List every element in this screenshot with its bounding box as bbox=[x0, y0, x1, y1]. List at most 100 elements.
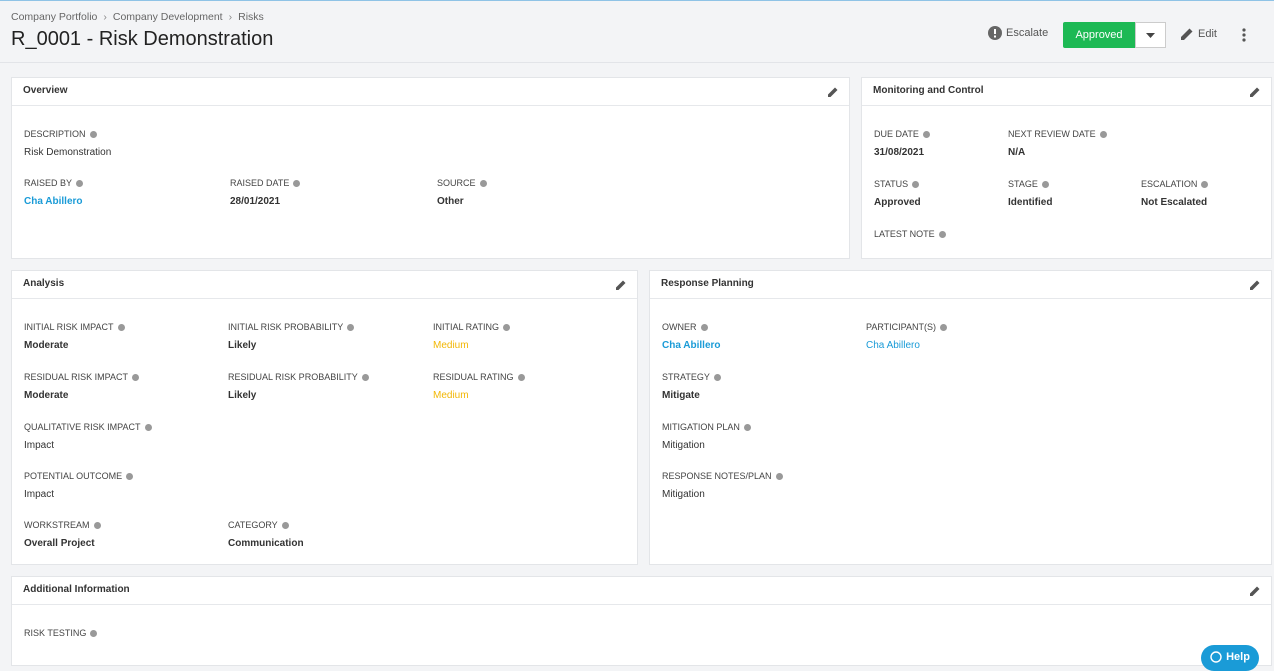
field-label: ESCALATION bbox=[1141, 179, 1209, 189]
field-label-text: STRATEGY bbox=[662, 372, 710, 382]
field-value: Not Escalated bbox=[1141, 197, 1208, 208]
field-label: DUE DATE bbox=[874, 129, 930, 139]
field-value: Moderate bbox=[24, 390, 69, 401]
info-icon bbox=[89, 130, 97, 138]
help-label: Help bbox=[1226, 651, 1250, 663]
field-label: NEXT REVIEW DATE bbox=[1008, 129, 1107, 139]
edit-section-button[interactable] bbox=[827, 85, 839, 103]
info-icon bbox=[940, 323, 948, 331]
kebab-icon bbox=[1242, 28, 1246, 42]
field-label-text: DESCRIPTION bbox=[24, 129, 86, 139]
field-label-text: POTENTIAL OUTCOME bbox=[24, 471, 123, 481]
field-label: INITIAL RATING bbox=[433, 322, 511, 332]
field-label-text: STAGE bbox=[1008, 179, 1038, 189]
info-icon bbox=[1201, 180, 1209, 188]
info-icon bbox=[700, 323, 708, 331]
field-label: POTENTIAL OUTCOME bbox=[24, 471, 134, 481]
field-label-text: QUALITATIVE RISK IMPACT bbox=[24, 422, 141, 432]
field-label: CATEGORY bbox=[228, 520, 289, 530]
field-label: MITIGATION PLAN bbox=[662, 422, 751, 432]
field-label-text: CATEGORY bbox=[228, 520, 278, 530]
card-header: Monitoring and Control bbox=[862, 78, 1271, 106]
info-icon bbox=[503, 323, 511, 331]
field-value: Overall Project bbox=[24, 538, 95, 549]
field-value: Moderate bbox=[24, 340, 69, 351]
field-label: SOURCE bbox=[437, 178, 487, 188]
breadcrumb-link[interactable]: Company Development bbox=[112, 11, 223, 23]
info-icon bbox=[93, 521, 101, 529]
edit-section-button[interactable] bbox=[1249, 278, 1261, 296]
header-divider bbox=[0, 62, 1274, 63]
info-icon bbox=[743, 423, 751, 431]
card: Overview DESCRIPTION Risk Demonstration RAI… bbox=[11, 77, 850, 259]
page-title: R_0001 - Risk Demonstration bbox=[11, 28, 274, 50]
field-label: RESPONSE NOTES/PLAN bbox=[662, 471, 783, 481]
field-label: INITIAL RISK PROBABILITY bbox=[228, 322, 355, 332]
card-header: Response Planning bbox=[650, 271, 1271, 299]
field-value[interactable]: Cha Abillero bbox=[24, 196, 83, 207]
pencil-icon bbox=[1250, 280, 1260, 290]
info-icon bbox=[361, 373, 369, 381]
field-value: 28/01/2021 bbox=[230, 196, 281, 207]
field-label-text: STATUS bbox=[874, 179, 909, 189]
status-button[interactable]: Approved bbox=[1063, 22, 1135, 48]
field-value: Identified bbox=[1008, 197, 1053, 208]
field-label-text: WORKSTREAM bbox=[24, 520, 90, 530]
field-label-text: NEXT REVIEW DATE bbox=[1008, 129, 1096, 139]
info-icon bbox=[90, 629, 98, 637]
edit-section-button[interactable] bbox=[1249, 584, 1261, 602]
info-icon bbox=[479, 179, 487, 187]
breadcrumb-link[interactable]: Risks bbox=[238, 11, 264, 23]
field-label: RISK TESTING bbox=[24, 628, 98, 638]
field-label: INITIAL RISK IMPACT bbox=[24, 322, 125, 332]
info-icon bbox=[938, 230, 946, 238]
field-value[interactable]: Cha Abillero bbox=[866, 340, 920, 351]
field-label-text: RAISED BY bbox=[24, 178, 73, 188]
field-label-text: RESIDUAL RATING bbox=[433, 372, 514, 382]
status-dropdown[interactable] bbox=[1135, 22, 1166, 48]
field-label: STATUS bbox=[874, 179, 920, 189]
field-label: LATEST NOTE bbox=[874, 229, 946, 239]
edit-button[interactable]: Edit bbox=[1180, 27, 1217, 41]
field-label: RAISED DATE bbox=[230, 178, 301, 188]
info-icon bbox=[1099, 130, 1107, 138]
info-icon bbox=[517, 373, 525, 381]
field-value[interactable]: Cha Abillero bbox=[662, 340, 721, 351]
more-menu[interactable] bbox=[1240, 27, 1248, 48]
field-label-text: INITIAL RISK PROBABILITY bbox=[228, 322, 344, 332]
pencil-icon bbox=[1181, 28, 1193, 40]
card-header: Overview bbox=[12, 78, 849, 106]
edit-label: Edit bbox=[1198, 28, 1217, 40]
pencil-icon bbox=[616, 280, 626, 290]
field-label: DESCRIPTION bbox=[24, 129, 97, 139]
pencil-icon bbox=[1250, 87, 1260, 97]
pencil-icon bbox=[1250, 586, 1260, 596]
pencil-icon bbox=[828, 87, 838, 97]
field-label-text: SOURCE bbox=[437, 178, 476, 188]
info-icon bbox=[281, 521, 289, 529]
field-label-text: INITIAL RATING bbox=[433, 322, 500, 332]
card-header: Analysis bbox=[12, 271, 637, 299]
field-value: Mitigation bbox=[662, 440, 705, 451]
field-value: N/A bbox=[1008, 147, 1026, 158]
field-label: PARTICIPANT(S) bbox=[866, 322, 948, 332]
field-value: Impact bbox=[24, 489, 55, 500]
card: Additional Information RISK TESTING bbox=[11, 576, 1272, 666]
field-label-text: RESPONSE NOTES/PLAN bbox=[662, 471, 772, 481]
field-label-text: PARTICIPANT(S) bbox=[866, 322, 937, 332]
field-value: Risk Demonstration bbox=[24, 147, 112, 158]
escalate-button[interactable]: Escalate bbox=[988, 26, 1048, 40]
field-value: Communication bbox=[228, 538, 304, 549]
info-icon bbox=[126, 472, 134, 480]
card: Analysis INITIAL RISK IMPACT Moderate INITI… bbox=[11, 270, 638, 565]
help-icon bbox=[1210, 651, 1222, 663]
breadcrumb-link[interactable]: Company Portfolio bbox=[11, 11, 98, 23]
field-value: Medium bbox=[433, 390, 469, 401]
edit-section-button[interactable] bbox=[1249, 85, 1261, 103]
field-label-text: MITIGATION PLAN bbox=[662, 422, 740, 432]
edit-section-button[interactable] bbox=[615, 278, 627, 296]
field-value: Likely bbox=[228, 340, 257, 351]
help-button[interactable]: Help bbox=[1201, 645, 1259, 671]
field-label-text: DUE DATE bbox=[874, 129, 919, 139]
